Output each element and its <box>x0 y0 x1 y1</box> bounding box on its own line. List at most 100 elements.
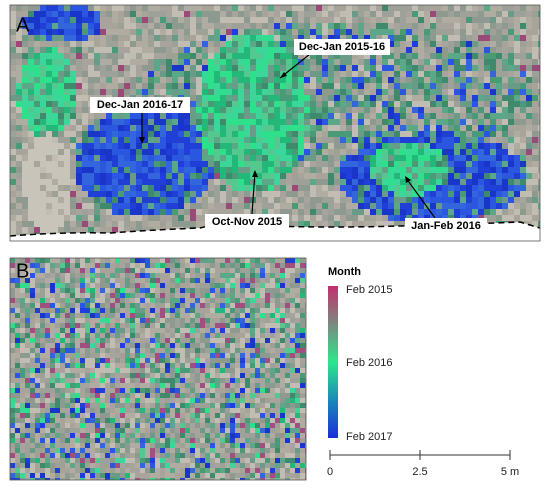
pixel <box>292 137 298 143</box>
pixel <box>240 308 245 313</box>
pixel <box>80 373 85 378</box>
pixel <box>145 263 150 268</box>
pixel <box>334 77 340 83</box>
pixel <box>346 155 352 161</box>
pixel <box>190 348 195 353</box>
pixel <box>232 209 238 215</box>
pixel <box>190 197 196 203</box>
pixel <box>490 191 496 197</box>
pixel <box>35 288 40 293</box>
pixel <box>130 227 136 233</box>
pixel <box>245 293 250 298</box>
pixel <box>58 41 64 47</box>
pixel <box>40 288 45 293</box>
pixel <box>110 263 115 268</box>
pixel <box>82 131 88 137</box>
pixel <box>255 268 260 273</box>
pixel <box>286 113 292 119</box>
pixel <box>230 263 235 268</box>
pixel <box>346 17 352 23</box>
pixel <box>230 358 235 363</box>
pixel <box>502 41 508 47</box>
pixel <box>304 95 310 101</box>
pixel <box>40 221 46 227</box>
pixel <box>58 89 64 95</box>
pixel <box>472 119 478 125</box>
pixel <box>10 131 16 137</box>
pixel <box>25 303 30 308</box>
pixel <box>28 35 34 41</box>
pixel <box>200 323 205 328</box>
pixel <box>145 288 150 293</box>
pixel <box>484 77 490 83</box>
pixel <box>400 191 406 197</box>
pixel <box>136 227 142 233</box>
pixel <box>45 363 50 368</box>
pixel <box>238 137 244 143</box>
pixel <box>290 313 295 318</box>
pixel <box>466 53 472 59</box>
pixel <box>15 333 20 338</box>
pixel <box>178 71 184 77</box>
pixel <box>70 83 76 89</box>
pixel <box>285 308 290 313</box>
pixel <box>202 107 208 113</box>
pixel <box>58 173 64 179</box>
pixel <box>22 173 28 179</box>
pixel <box>382 209 388 215</box>
pixel <box>180 353 185 358</box>
pixel <box>412 89 418 95</box>
pixel <box>175 298 180 303</box>
pixel <box>400 23 406 29</box>
pixel <box>280 338 285 343</box>
pixel <box>448 107 454 113</box>
pixel <box>442 113 448 119</box>
pixel <box>466 125 472 131</box>
pixel <box>180 278 185 283</box>
pixel <box>454 173 460 179</box>
pixel <box>352 17 358 23</box>
pixel <box>406 53 412 59</box>
pixel <box>88 71 94 77</box>
pixel <box>30 298 35 303</box>
pixel <box>130 59 136 65</box>
pixel <box>316 107 322 113</box>
pixel <box>352 131 358 137</box>
pixel <box>88 29 94 35</box>
pixel <box>202 113 208 119</box>
pixel <box>268 89 274 95</box>
pixel <box>20 298 25 303</box>
pixel <box>230 273 235 278</box>
pixel <box>244 185 250 191</box>
pixel <box>90 343 95 348</box>
pixel <box>154 221 160 227</box>
pixel <box>430 71 436 77</box>
pixel <box>88 17 94 23</box>
pixel <box>295 333 300 338</box>
pixel <box>106 149 112 155</box>
pixel <box>112 77 118 83</box>
pixel <box>190 41 196 47</box>
pixel <box>292 161 298 167</box>
pixel <box>230 353 235 358</box>
pixel <box>286 89 292 95</box>
pixel <box>255 353 260 358</box>
pixel <box>418 107 424 113</box>
pixel <box>514 89 520 95</box>
pixel <box>538 131 540 137</box>
pixel <box>112 137 118 143</box>
pixel <box>514 203 520 209</box>
pixel <box>478 179 484 185</box>
pixel <box>150 353 155 358</box>
pixel <box>460 101 466 107</box>
pixel <box>35 298 40 303</box>
pixel <box>472 35 478 41</box>
pixel <box>430 29 436 35</box>
pixel <box>226 179 232 185</box>
pixel <box>100 273 105 278</box>
pixel <box>244 119 250 125</box>
pixel <box>514 191 520 197</box>
pixel <box>95 303 100 308</box>
pixel <box>472 101 478 107</box>
pixel <box>25 363 30 368</box>
